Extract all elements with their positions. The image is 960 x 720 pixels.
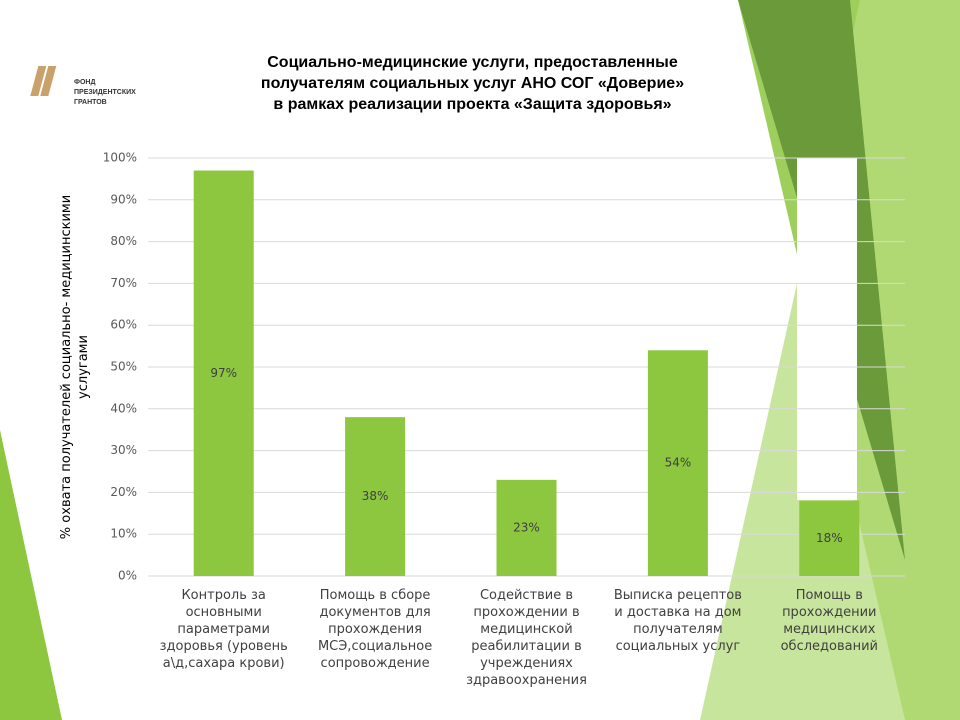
y-tick-label: 80%	[110, 234, 137, 248]
bar	[496, 479, 557, 576]
y-tick-label: 10%	[110, 527, 137, 541]
bar	[647, 350, 708, 576]
value-label: 23%	[513, 520, 540, 534]
y-axis-title: % охвата получателей социально- медицинс…	[59, 194, 91, 540]
y-tick-label: 30%	[110, 443, 137, 457]
x-tick-label: Контроль за основными параметрами здоров…	[159, 588, 288, 671]
y-tick-label: 0%	[118, 569, 137, 583]
y-tick-label: 20%	[110, 485, 137, 499]
chart-title: в рамках реализации проекта «Защита здор…	[273, 96, 672, 113]
bar	[345, 417, 406, 576]
y-tick-label: 40%	[110, 401, 137, 415]
decoration	[0, 430, 62, 720]
value-label: 38%	[362, 489, 389, 503]
logo-mark	[40, 66, 57, 96]
logo-mark	[30, 66, 47, 96]
x-tick-label: Выписка рецептов и доставка на дом получ…	[613, 588, 742, 654]
value-label: 54%	[665, 456, 692, 470]
y-tick-label: 90%	[110, 192, 137, 206]
y-tick-label: 60%	[110, 318, 137, 332]
bar	[193, 170, 254, 577]
y-tick-label: 70%	[110, 276, 137, 290]
value-label: 97%	[210, 366, 237, 380]
chart-title: Социально-медицинские услуги, предоставл…	[267, 54, 678, 71]
logo-text: ФОНД ПРЕЗИДЕНТСКИХ ГРАНТОВ	[74, 79, 136, 106]
plot-background	[797, 158, 857, 500]
chart-title: получателям социальных услуг АНО СОГ «До…	[260, 75, 685, 92]
y-tick-label: 100%	[103, 151, 137, 165]
bar	[799, 500, 860, 576]
x-tick-label: Помощь в прохождении медицинских обследо…	[780, 588, 878, 654]
y-tick-label: 50%	[110, 360, 137, 374]
x-tick-label: Содействие в прохождении в медицинской р…	[466, 588, 587, 688]
x-tick-label: Помощь в сборе документов для прохождени…	[317, 588, 433, 671]
value-label: 18%	[816, 531, 843, 545]
